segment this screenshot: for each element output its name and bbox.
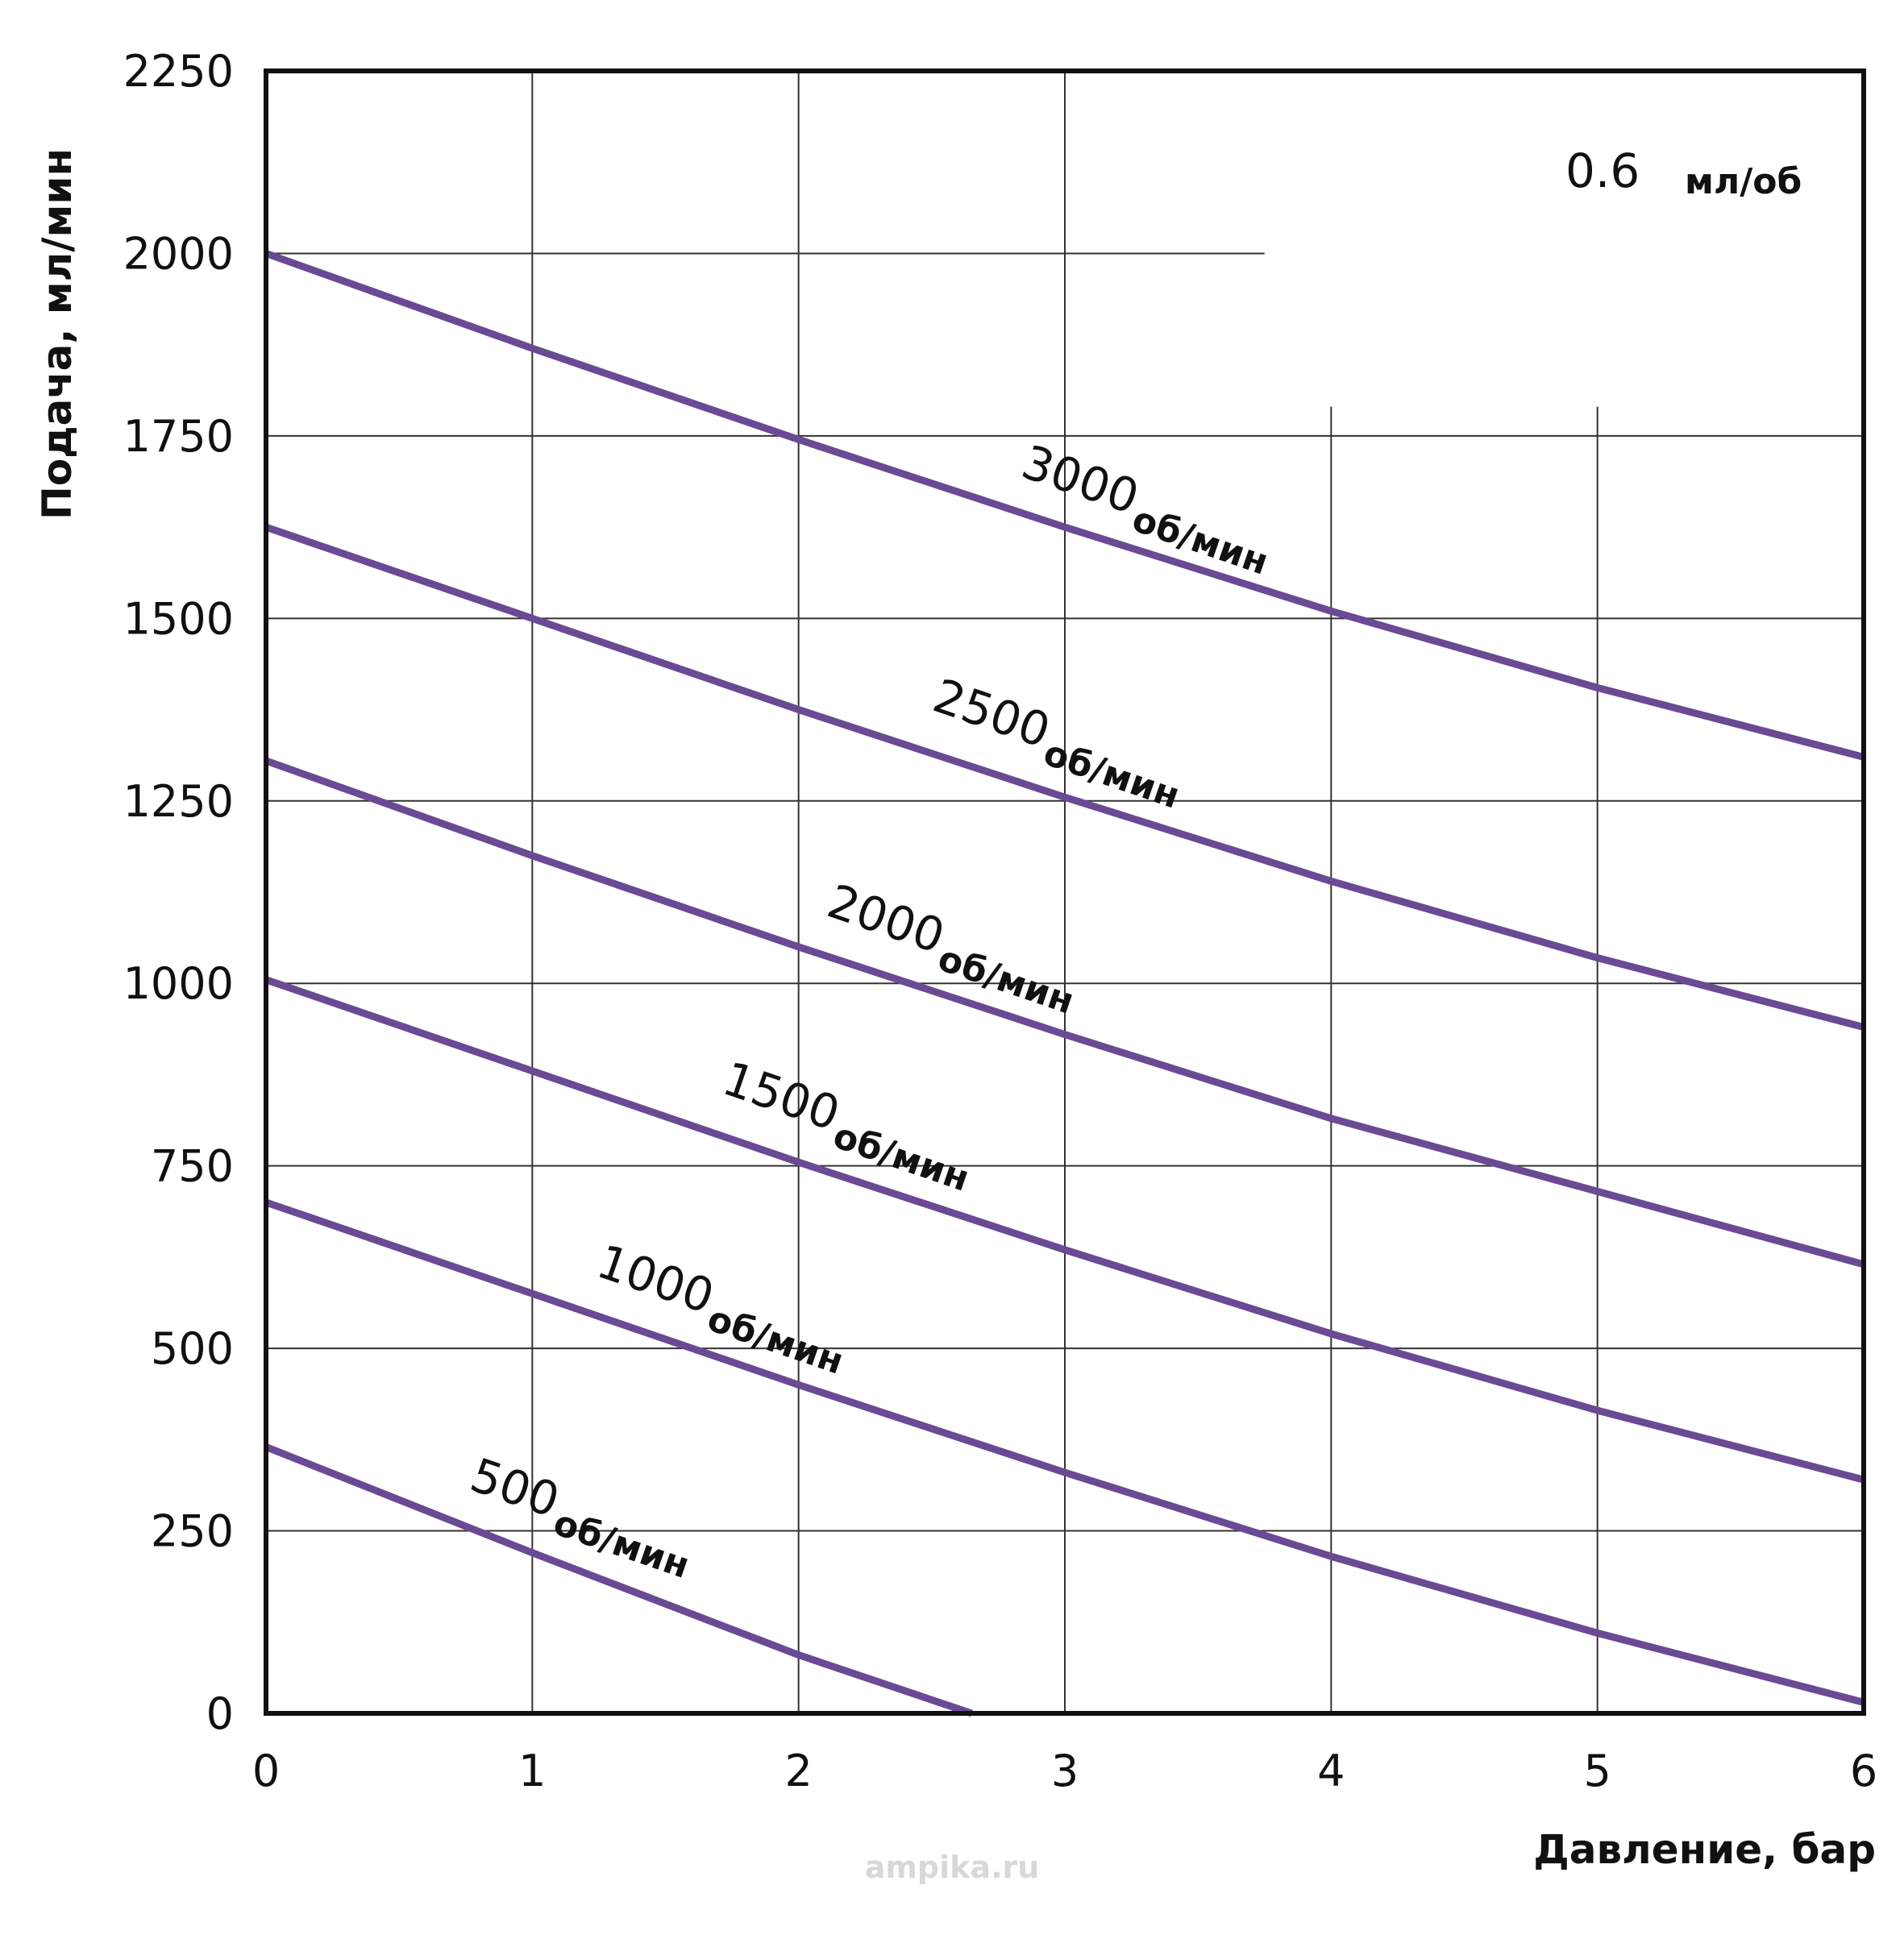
y-tick-label: 1250 [123,776,234,827]
y-tick-label: 2250 [123,46,234,97]
series-label-rpm: 1500 [716,1051,846,1141]
y-tick-label: 500 [151,1323,234,1374]
y-tick-label: 2000 [123,228,234,279]
series-label-rpm: 2000 [821,874,951,964]
series-line-1000 [264,1198,1865,1706]
series-label-rpm: 1000 [590,1234,721,1324]
series-line-1500 [264,976,1865,1484]
x-tick-label: 0 [252,1746,280,1796]
series-line-2000 [264,757,1865,1268]
series-label-unit: об/мин [702,1298,848,1383]
series-label-rpm: 500 [464,1447,566,1528]
y-tick-label: 1500 [123,593,234,644]
series-line-3000 [264,250,1865,761]
series-labels: 3000об/мин2500об/мин2000об/мин1500об/мин… [464,434,1273,1587]
watermark: ampika.ru [865,1850,1040,1885]
series-label-unit: об/мин [828,1115,974,1200]
series-label-unit: об/мин [1038,733,1184,817]
series-label-rpm: 3000 [1015,434,1145,525]
chart-title-value: 0.6 [1565,143,1640,198]
y-tick-label: 1000 [123,958,234,1009]
y-tick-label: 0 [206,1688,234,1739]
x-tick-label: 3 [1051,1746,1079,1796]
series-lines [264,250,1865,1717]
y-tick-label: 1750 [123,411,234,462]
series-label-unit: об/мин [933,938,1079,1023]
series-label-unit: об/мин [548,1502,694,1587]
plot-frame [264,69,1866,1716]
x-tick-label: 1 [518,1746,546,1796]
series-label-rpm: 2500 [926,668,1057,758]
series-line-500 [264,1443,973,1717]
x-tick-label: 4 [1317,1746,1345,1796]
x-tick-label: 5 [1583,1746,1611,1796]
y-axis-label: Подача, мл/мин [34,148,81,520]
chart-title-unit: мл/об [1685,161,1802,202]
series-line-2500 [264,523,1865,1031]
x-tick-label: 2 [784,1746,812,1796]
x-axis-label: Давление, бар [1533,1826,1876,1873]
tick-labels: 0 1 2 3 4 5 6 0 250 500 750 1000 1250 1500 1750 2000 225… [123,46,1878,1796]
y-tick-label: 250 [151,1506,234,1557]
x-tick-label: 6 [1850,1746,1877,1796]
y-tick-label: 750 [151,1141,234,1192]
